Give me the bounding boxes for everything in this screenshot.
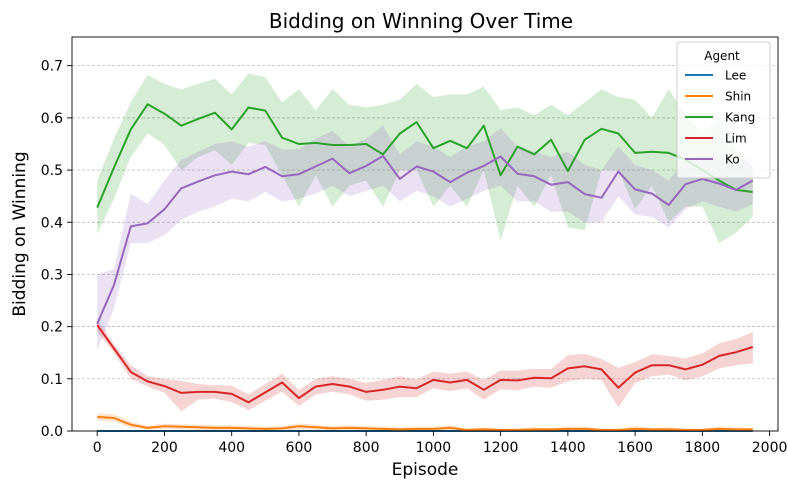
x-tick-label: 1000: [416, 440, 452, 456]
y-tick-label: 0.2: [41, 320, 63, 336]
legend-label-lim: Lim: [725, 132, 747, 146]
y-tick-label: 0.0: [41, 424, 63, 440]
x-axis: 0 200 400 600 800 1000 1200 1400 1600 1800 2000: [93, 431, 788, 456]
x-tick-label: 0: [93, 440, 102, 456]
confidence-bands: [97, 73, 753, 431]
legend-label-kang: Kang: [725, 111, 755, 125]
x-tick-label: 200: [151, 440, 178, 456]
legend-label-ko: Ko: [725, 153, 740, 167]
legend-title: Agent: [704, 49, 740, 63]
y-axis: 0.0 0.1 0.2 0.3 0.4 0.5 0.6 0.7: [41, 59, 72, 440]
y-tick-label: 0.7: [41, 59, 63, 75]
legend-label-lee: Lee: [725, 69, 746, 83]
x-tick-label: 400: [218, 440, 245, 456]
plot-frame: [71, 36, 779, 432]
y-tick-label: 0.6: [41, 111, 63, 127]
band-ko: [97, 125, 753, 351]
line-kang: [96, 103, 753, 208]
x-tick-label: 1600: [617, 440, 653, 456]
y-tick-label: 0.1: [41, 372, 63, 388]
x-tick-label: 1800: [685, 440, 721, 456]
line-ko: [96, 155, 754, 325]
y-tick-label: 0.3: [41, 267, 63, 283]
legend-label-shin: Shin: [725, 90, 751, 104]
x-tick-label: 2000: [752, 440, 788, 456]
y-axis-label: Bidding on Winning: [10, 151, 30, 316]
x-tick-label: 1400: [550, 440, 586, 456]
band-kang: [97, 73, 753, 244]
y-tick-label: 0.5: [41, 163, 63, 179]
line-lim: [96, 324, 754, 404]
grid: [72, 65, 778, 432]
x-tick-label: 1200: [483, 440, 519, 456]
x-axis-label: Episode: [392, 460, 459, 480]
x-tick-label: 600: [286, 440, 313, 456]
legend: Agent Lee Shin Kang Lim Ko: [676, 41, 771, 179]
x-tick-label: 800: [353, 440, 380, 456]
line-shin: [97, 415, 753, 431]
band-lim: [97, 318, 753, 412]
y-tick-label: 0.4: [41, 215, 63, 231]
chart-title: Bidding on Winning Over Time: [269, 9, 573, 33]
